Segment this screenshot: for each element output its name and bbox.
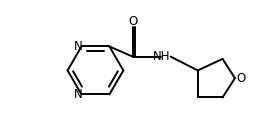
Text: N: N — [74, 40, 83, 53]
Text: O: O — [237, 72, 246, 85]
Text: O: O — [128, 15, 137, 28]
Text: N: N — [74, 88, 83, 101]
Text: NH: NH — [153, 50, 171, 63]
